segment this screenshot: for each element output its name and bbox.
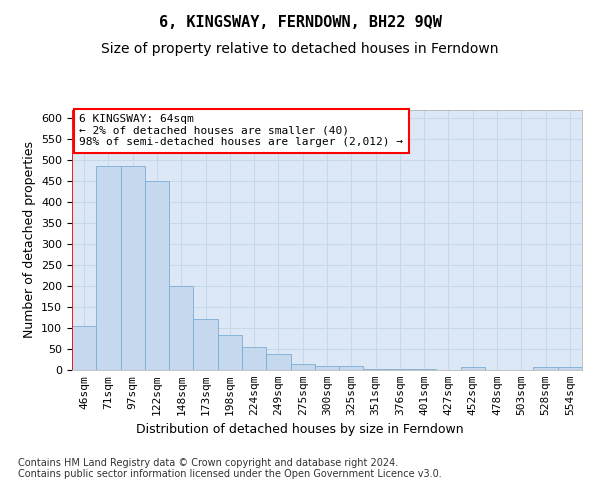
Bar <box>315 366 339 370</box>
Bar <box>242 347 266 370</box>
Bar <box>121 166 145 370</box>
Y-axis label: Number of detached properties: Number of detached properties <box>23 142 35 338</box>
Bar <box>218 335 242 370</box>
Bar <box>290 364 315 370</box>
Bar <box>388 369 412 370</box>
Text: 6 KINGSWAY: 64sqm
← 2% of detached houses are smaller (40)
98% of semi-detached : 6 KINGSWAY: 64sqm ← 2% of detached house… <box>79 114 403 148</box>
Bar <box>72 326 96 370</box>
Text: Distribution of detached houses by size in Ferndown: Distribution of detached houses by size … <box>136 422 464 436</box>
Text: 6, KINGSWAY, FERNDOWN, BH22 9QW: 6, KINGSWAY, FERNDOWN, BH22 9QW <box>158 15 442 30</box>
Text: Size of property relative to detached houses in Ferndown: Size of property relative to detached ho… <box>101 42 499 56</box>
Bar <box>96 166 121 370</box>
Bar <box>193 319 218 370</box>
Bar <box>533 368 558 370</box>
Bar <box>266 354 290 370</box>
Bar <box>461 368 485 370</box>
Bar <box>558 368 582 370</box>
Bar <box>412 369 436 370</box>
Bar <box>339 366 364 370</box>
Bar <box>145 182 169 370</box>
Text: Contains HM Land Registry data © Crown copyright and database right 2024.
Contai: Contains HM Land Registry data © Crown c… <box>18 458 442 479</box>
Bar <box>364 369 388 370</box>
Bar <box>169 286 193 370</box>
